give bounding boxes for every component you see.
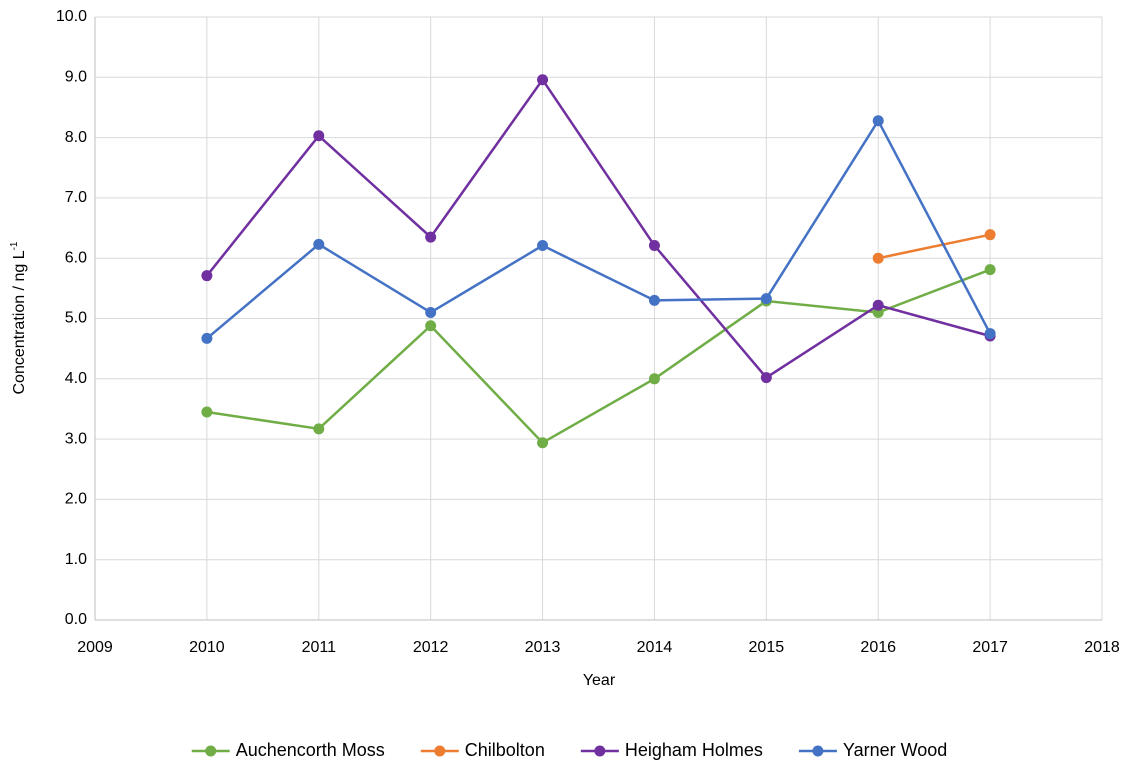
- y-tick-label: 8.0: [65, 129, 87, 146]
- legend-label: Yarner Wood: [843, 740, 947, 760]
- data-point: [984, 328, 996, 340]
- x-tick-label: 2016: [860, 639, 896, 656]
- y-axis-label-text: Concentration / ng L: [11, 250, 28, 394]
- x-tick-label: 2018: [1084, 639, 1120, 656]
- legend-marker: [205, 745, 217, 757]
- y-tick-label: 2.0: [65, 491, 87, 508]
- data-point: [313, 130, 325, 142]
- series-line: [206, 268, 991, 445]
- x-tick-label: 2010: [189, 639, 225, 656]
- legend-item: Chilbolton: [420, 740, 545, 760]
- legend-label: Auchencorth Moss: [236, 740, 385, 760]
- legend-item: Heigham Holmes: [580, 740, 763, 760]
- data-point: [648, 240, 660, 252]
- legend-marker: [594, 745, 606, 757]
- y-tick-label: 4.0: [65, 370, 87, 387]
- series-line: [877, 233, 991, 260]
- data-point: [425, 320, 437, 332]
- data-point: [872, 115, 884, 127]
- data-point: [425, 231, 437, 243]
- data-point: [872, 299, 884, 311]
- data-point: [201, 270, 213, 282]
- y-tick-label: 1.0: [65, 551, 87, 568]
- data-point: [201, 332, 213, 344]
- legend: Auchencorth Moss Chilbolton Heigham Holmes…: [191, 740, 947, 760]
- data-point: [537, 437, 549, 449]
- y-tick-label: 9.0: [65, 69, 87, 86]
- data-point: [984, 229, 996, 241]
- y-axis-label: Concentration / ng L-1: [9, 241, 29, 394]
- y-tick-label: 5.0: [65, 310, 87, 327]
- data-point: [313, 423, 325, 435]
- y-tick-label: 3.0: [65, 430, 87, 447]
- data-point: [537, 240, 549, 252]
- y-tick-label: 7.0: [65, 189, 87, 206]
- x-tick-label: 2015: [749, 639, 785, 656]
- legend-marker: [812, 745, 824, 757]
- data-point: [760, 372, 772, 384]
- data-point: [648, 373, 660, 385]
- data-point: [537, 74, 549, 86]
- legend-marker: [434, 745, 446, 757]
- y-tick-label: 0.0: [65, 611, 87, 628]
- data-point: [984, 264, 996, 276]
- legend-item: Auchencorth Moss: [191, 740, 385, 760]
- x-tick-label: 2009: [77, 639, 113, 656]
- series-line: [205, 77, 991, 380]
- x-tick-label: 2014: [637, 639, 673, 656]
- data-point: [872, 252, 884, 264]
- x-tick-label: 2013: [525, 639, 561, 656]
- x-tick-label: 2017: [972, 639, 1008, 656]
- y-tick-label: 6.0: [65, 249, 87, 266]
- x-tick-label: 2011: [302, 639, 337, 656]
- legend-label: Chilbolton: [465, 740, 545, 760]
- data-point: [425, 306, 437, 318]
- series-line: [206, 118, 992, 340]
- y-tick-label: 10.0: [56, 8, 87, 25]
- data-point: [201, 406, 213, 418]
- y-axis-label-superscript: -1: [9, 241, 20, 250]
- legend-label: Heigham Holmes: [625, 740, 763, 760]
- x-tick-label: 2012: [413, 639, 449, 656]
- data-point: [760, 293, 772, 305]
- data-point: [648, 294, 660, 306]
- x-axis-label: Year: [583, 672, 616, 689]
- legend-item: Yarner Wood: [798, 740, 947, 760]
- data-point: [313, 238, 325, 250]
